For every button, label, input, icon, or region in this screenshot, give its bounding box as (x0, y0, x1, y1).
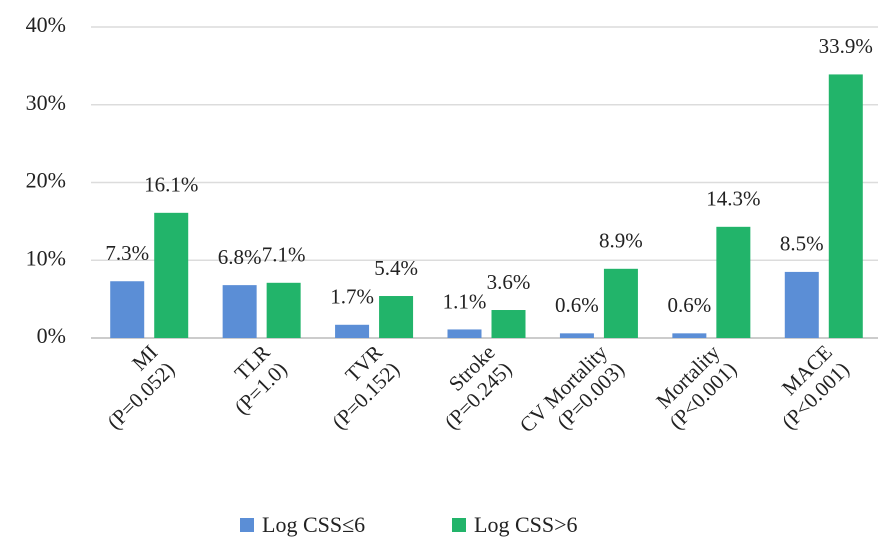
x-tick-label: MACE(P<0.001) (760, 340, 854, 434)
bar (784, 271, 819, 338)
bar (266, 282, 301, 338)
y-tick-label: 0% (37, 323, 66, 348)
value-label: 0.6% (555, 293, 599, 317)
y-tick-label: 40% (26, 12, 66, 37)
x-tick-label: TVR(P=0.152) (310, 340, 404, 434)
bar (447, 329, 482, 338)
legend-label: Log CSS>6 (474, 512, 578, 537)
bar (154, 212, 189, 338)
value-label: 0.6% (667, 293, 711, 317)
bar (491, 310, 526, 338)
value-label: 33.9% (819, 34, 873, 58)
bar (828, 74, 863, 339)
value-label: 7.1% (262, 243, 306, 267)
bar (716, 226, 751, 338)
x-tick-label: TLR(P=1.0) (213, 340, 292, 419)
bar (335, 324, 370, 338)
x-tick-label: Stroke(P=0.245) (423, 340, 517, 434)
y-tick-label: 20% (26, 168, 66, 193)
bar (559, 333, 594, 338)
value-label: 5.4% (374, 256, 418, 280)
bar (379, 296, 414, 338)
legend-swatch (452, 518, 466, 532)
value-label: 16.1% (144, 173, 198, 197)
legend-label: Log CSS≤6 (262, 512, 365, 537)
value-label: 1.1% (443, 289, 487, 313)
value-label: 14.3% (706, 187, 760, 211)
value-label: 8.9% (599, 229, 643, 253)
x-tick-label: Mortality(P<0.001) (647, 340, 741, 434)
bar (110, 281, 145, 338)
x-tick-label: MI(P=0.052) (85, 340, 179, 434)
value-label: 7.3% (105, 241, 149, 265)
y-tick-label: 30% (26, 90, 66, 115)
value-label: 3.6% (487, 270, 531, 294)
bar (603, 268, 638, 338)
bar (222, 285, 257, 338)
value-label: 1.7% (330, 285, 374, 309)
value-label: 8.5% (780, 232, 824, 256)
x-tick-label: CV Mortality(P=0.003) (515, 340, 629, 454)
value-label: 6.8% (218, 245, 262, 269)
legend-swatch (240, 518, 254, 532)
bar (672, 333, 707, 338)
y-tick-label: 10% (26, 245, 66, 270)
